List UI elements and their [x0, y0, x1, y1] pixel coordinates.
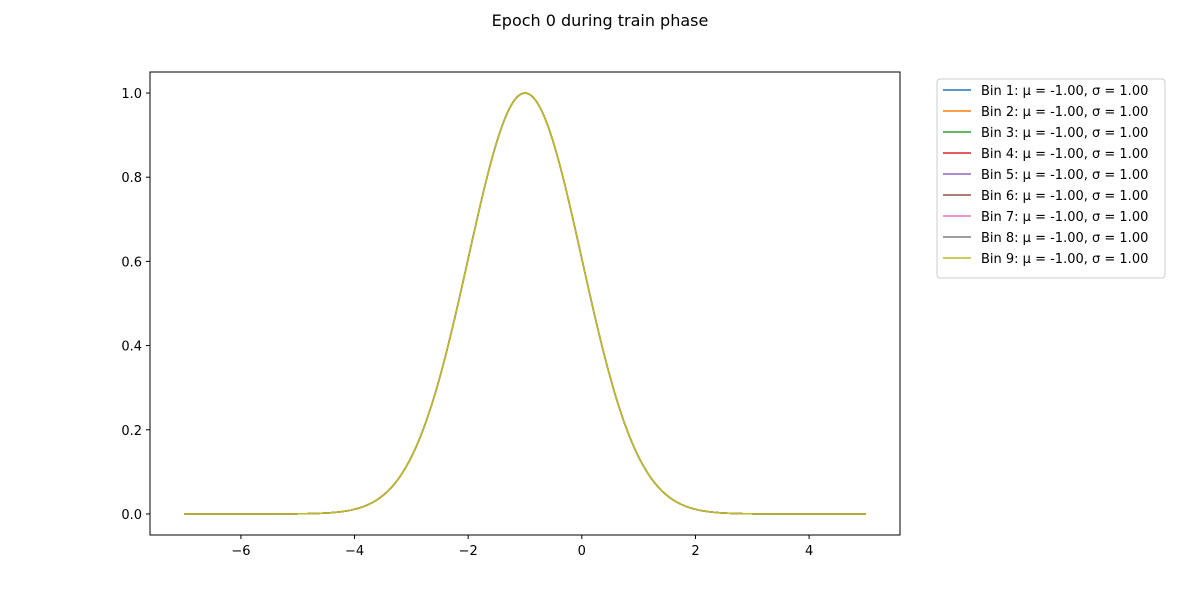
series-line-bin-5	[184, 92, 866, 515]
chart-title: Epoch 0 during train phase	[492, 11, 709, 30]
y-axis: 0.0 0.2 0.4 0.6 0.8 1.0	[121, 87, 150, 523]
series-line-bin-8	[184, 92, 866, 515]
legend-label: Bin 8: μ = -1.00, σ = 1.00	[981, 231, 1148, 246]
series-line-bin-6	[184, 92, 866, 515]
legend-label: Bin 4: μ = -1.00, σ = 1.00	[981, 147, 1148, 162]
legend-label: Bin 9: μ = -1.00, σ = 1.00	[981, 252, 1148, 267]
series-line-bin-9	[184, 92, 866, 515]
y-tick-label: 0.8	[121, 171, 142, 186]
legend-label: Bin 3: μ = -1.00, σ = 1.00	[981, 126, 1148, 141]
x-tick-label: −2	[459, 544, 478, 559]
y-tick-label: 0.4	[121, 340, 142, 355]
plot-area	[184, 92, 866, 515]
x-axis: −6 −4 −2 0 2 4	[231, 535, 813, 559]
x-tick-label: −6	[231, 544, 250, 559]
y-tick-label: 0.2	[121, 424, 142, 439]
series-line-bin-1	[184, 92, 866, 515]
legend: Bin 1: μ = -1.00, σ = 1.00 Bin 2: μ = -1.…	[936, 78, 1166, 279]
x-tick-label: −4	[345, 544, 364, 559]
series-line-bin-7	[184, 92, 866, 515]
x-tick-label: 2	[691, 544, 699, 559]
series-line-bin-2	[184, 92, 866, 515]
plot-frame	[149, 71, 901, 536]
legend-label: Bin 2: μ = -1.00, σ = 1.00	[981, 105, 1148, 120]
legend-label: Bin 5: μ = -1.00, σ = 1.00	[981, 168, 1148, 183]
legend-label: Bin 1: μ = -1.00, σ = 1.00	[981, 84, 1148, 99]
series-line-bin-4	[184, 92, 866, 515]
x-tick-label: 4	[805, 544, 813, 559]
x-tick-label: 0	[578, 544, 586, 559]
y-tick-label: 0.6	[121, 255, 142, 270]
y-tick-label: 0.0	[121, 508, 142, 523]
legend-label: Bin 6: μ = -1.00, σ = 1.00	[981, 189, 1148, 204]
legend-box	[936, 78, 1166, 279]
legend-label: Bin 7: μ = -1.00, σ = 1.00	[981, 210, 1148, 225]
y-tick-label: 1.0	[121, 87, 142, 102]
series-line-bin-3	[184, 92, 866, 515]
